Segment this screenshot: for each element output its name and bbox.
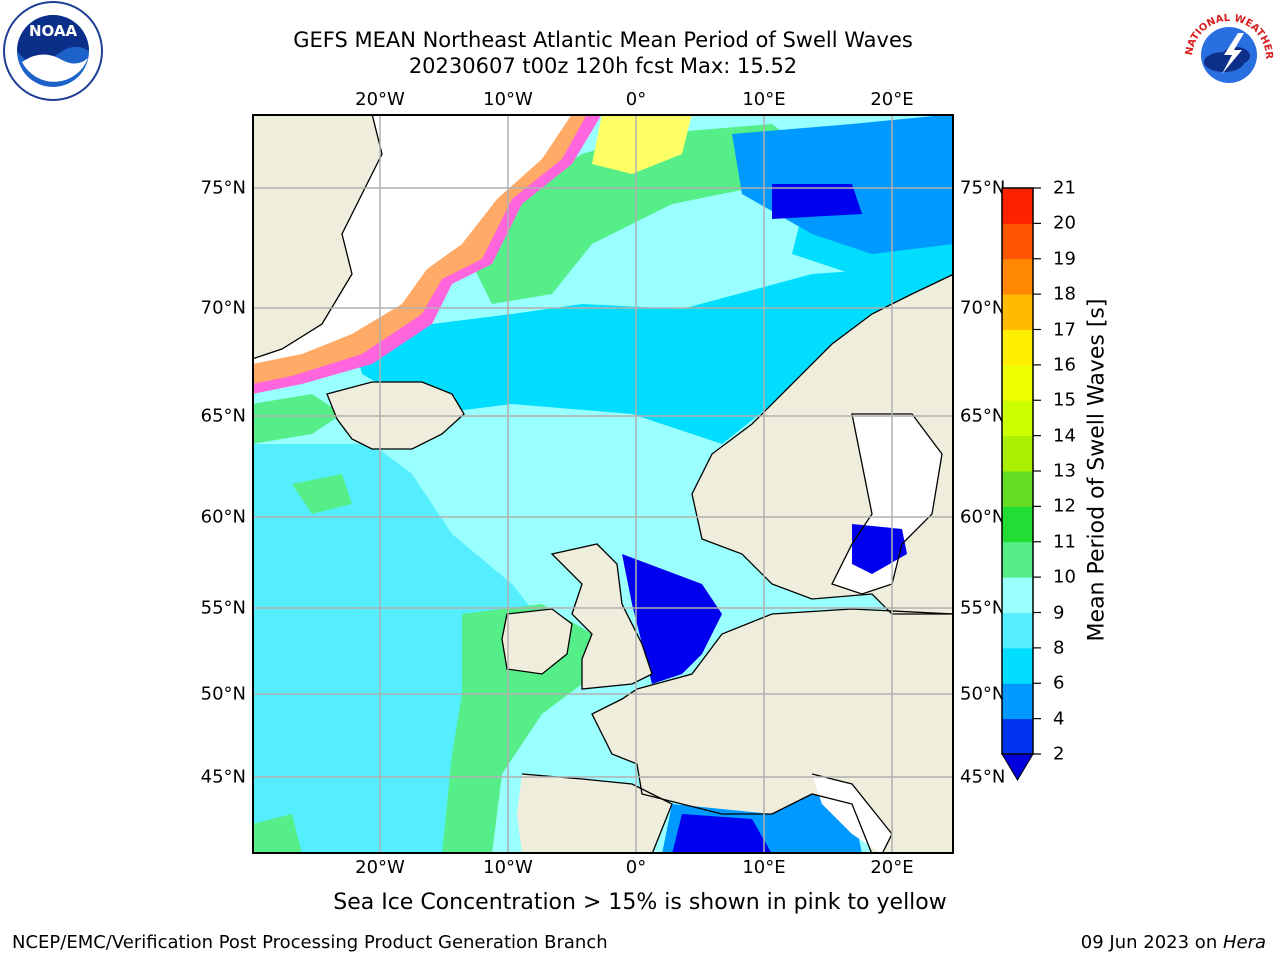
- colorbar-swatch: [1002, 471, 1033, 507]
- colorbar-swatch: [1002, 400, 1033, 437]
- colorbar-tick-label: 2: [1053, 743, 1065, 765]
- iberia: [517, 774, 672, 854]
- colorbar-tick-label: 6: [1053, 672, 1065, 694]
- colorbar-tick-label: 9: [1053, 602, 1065, 623]
- colorbar-swatch: [1002, 683, 1033, 720]
- lat-label-right-45n: 45°N: [960, 766, 1006, 788]
- noaa-logo: NOAA: [2, 0, 104, 102]
- lon-label-top-10e: 10°E: [742, 89, 786, 110]
- colorbar-tick-label: 11: [1053, 531, 1076, 553]
- colorbar-tick-label: 17: [1053, 319, 1076, 340]
- colorbar-tick-label: 21: [1053, 177, 1076, 199]
- lon-label-bottom-20w: 20°W: [355, 857, 405, 878]
- lat-label-left-65n: 65°N: [200, 405, 246, 427]
- colorbar-swatch: [1002, 258, 1033, 295]
- noaa-logo-text: NOAA: [29, 22, 78, 40]
- colorbar-swatch: [1002, 577, 1033, 613]
- north-sea: [622, 554, 722, 684]
- ocean-green-patch-b: [252, 814, 302, 854]
- ocean-lime-north: [592, 114, 692, 174]
- great-britain: [552, 544, 652, 689]
- lat-label-left-75n: 75°N: [200, 177, 246, 199]
- colorbar-swatch: [1002, 506, 1033, 543]
- footer-date-text: 09 Jun 2023 on: [1080, 932, 1223, 953]
- ocean-green-patch: [292, 474, 352, 514]
- colorbar: [1001, 187, 1041, 781]
- colorbar-tick-label: 8: [1053, 637, 1065, 659]
- ocean-cyan-north: [352, 264, 954, 444]
- nws-logo: NATIONAL WEATHER SERVICE: [1174, 0, 1280, 102]
- lon-label-top-20w: 20°W: [355, 89, 405, 110]
- lon-label-bottom-10e: 10°E: [742, 857, 786, 878]
- lon-label-top-0: 0°: [625, 89, 647, 110]
- lat-label-right-65n: 65°N: [960, 405, 1006, 427]
- colorbar-label: Mean Period of Swell Waves [s]: [1084, 298, 1110, 642]
- colorbar-tick-label: 10: [1053, 566, 1076, 588]
- lat-label-left-50n: 50°N: [200, 683, 246, 705]
- colorbar-tick-label: 14: [1053, 425, 1076, 447]
- ocean-light-band: [252, 444, 552, 854]
- lat-label-left-70n: 70°N: [200, 297, 246, 319]
- lat-label-right-50n: 50°N: [960, 683, 1006, 705]
- lat-label-right-75n: 75°N: [960, 177, 1006, 199]
- sea-ice-note: Sea Ice Concentration > 15% is shown in …: [333, 890, 947, 915]
- colorbar-tick-label: 15: [1053, 389, 1076, 411]
- map-subtitle: 20230607 t00z 120h fcst Max: 15.52: [408, 54, 798, 78]
- ocean-green-north: [472, 124, 812, 304]
- ocean-green-biscay: [442, 604, 592, 854]
- lat-label-right-60n: 60°N: [960, 506, 1006, 528]
- colorbar-tick-label: 13: [1053, 460, 1076, 482]
- lon-label-top-10w: 10°W: [483, 89, 533, 110]
- footer-host: Hera: [1222, 932, 1266, 953]
- colorbar-tick-label: 4: [1053, 708, 1065, 730]
- lat-label-left-60n: 60°N: [200, 506, 246, 528]
- ocean-light-south: [252, 554, 362, 754]
- lon-label-bottom-10w: 10°W: [483, 857, 533, 878]
- lon-label-bottom-20e: 20°E: [870, 857, 914, 878]
- colorbar-swatch: [1002, 541, 1033, 578]
- colorbar-tick-label: 12: [1053, 495, 1076, 517]
- colorbar-tick-label: 16: [1053, 354, 1076, 376]
- ocean-deep-barents: [772, 184, 862, 219]
- colorbar-swatch: [1002, 612, 1033, 649]
- swell-period-map: [252, 114, 954, 854]
- lat-label-left-45n: 45°N: [200, 766, 246, 788]
- lat-label-right-55n: 55°N: [960, 597, 1006, 619]
- map-title: GEFS MEAN Northeast Atlantic Mean Period…: [293, 28, 913, 52]
- colorbar-swatch: [1002, 718, 1033, 755]
- colorbar-swatch: [1002, 647, 1033, 684]
- colorbar-swatch: [1002, 364, 1033, 401]
- colorbar-tick-label: 20: [1053, 212, 1076, 234]
- lat-label-right-70n: 70°N: [960, 297, 1006, 319]
- continental-europe: [592, 609, 954, 854]
- colorbar-extend-arrow: [1001, 753, 1034, 781]
- adriatic: [812, 774, 892, 854]
- colorbar-swatch: [1002, 223, 1033, 260]
- baltic-blue: [852, 524, 907, 574]
- colorbar-swatch: [1002, 294, 1033, 330]
- lon-label-top-20e: 20°E: [870, 89, 914, 110]
- lat-label-left-55n: 55°N: [200, 597, 246, 619]
- greenland-land: [252, 114, 382, 359]
- ocean-green-west: [252, 394, 342, 444]
- mediterranean-deep: [672, 814, 772, 854]
- colorbar-swatch: [1002, 329, 1033, 366]
- lon-label-bottom-0: 0°: [625, 857, 647, 878]
- footer-date: 09 Jun 2023 on Hera: [1081, 932, 1266, 953]
- footer-credit: NCEP/EMC/Verification Post Processing Pr…: [12, 932, 608, 953]
- colorbar-tick-label: 18: [1053, 283, 1076, 305]
- colorbar-swatch: [1002, 435, 1033, 472]
- ireland: [502, 609, 572, 674]
- colorbar-swatch: [1002, 188, 1033, 224]
- colorbar-tick-label: 19: [1053, 248, 1076, 270]
